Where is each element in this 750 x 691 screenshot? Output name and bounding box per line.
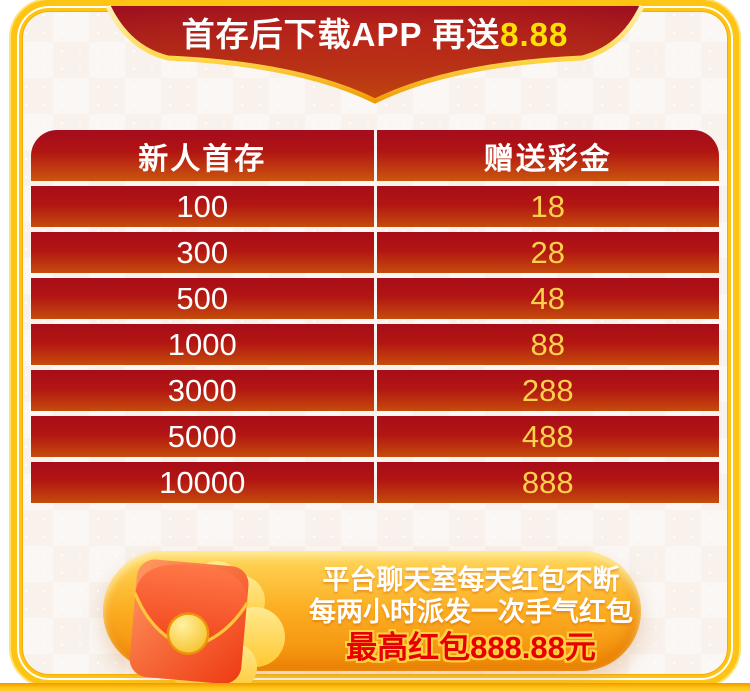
- deposit-cell: 10000: [31, 462, 374, 503]
- table-row: 100 18: [31, 186, 719, 227]
- table-row: 500 48: [31, 278, 719, 319]
- table-header-row: 新人首存 赠送彩金: [31, 130, 719, 181]
- red-envelope-icon: [129, 559, 285, 691]
- deposit-cell: 300: [31, 232, 374, 273]
- bonus-cell: 288: [376, 370, 719, 411]
- ribbon-text: 首存后下载APP 再送: [181, 16, 501, 53]
- red-packet-promo-pill[interactable]: 平台聊天室每天红包不断 每两小时派发一次手气红包 最高红包888.88元: [103, 551, 641, 691]
- deposit-cell: 3000: [31, 370, 374, 411]
- deposit-cell: 1000: [31, 324, 374, 365]
- header-cell-deposit: 新人首存: [31, 130, 374, 181]
- table-row: 10000 888: [31, 462, 719, 503]
- table-row: 3000 288: [31, 370, 719, 411]
- bonus-cell: 48: [376, 278, 719, 319]
- table-row: 1000 88: [31, 324, 719, 365]
- deposit-cell: 500: [31, 278, 374, 319]
- bonus-cell: 18: [376, 186, 719, 227]
- promo-line-2: 每两小时派发一次手气红包: [309, 597, 633, 627]
- promo-text-block: 平台聊天室每天红包不断 每两小时派发一次手气红包 最高红包888.88元: [301, 551, 641, 666]
- deposit-cell: 100: [31, 186, 374, 227]
- bottom-gold-bar: [0, 683, 750, 691]
- ribbon-highlight-amount: 8.88: [500, 16, 569, 53]
- ribbon-banner-shape: [105, 4, 645, 104]
- promo-max-amount: 最高红包888.88元: [346, 630, 596, 665]
- bonus-cell: 488: [376, 416, 719, 457]
- deposit-bonus-table: 新人首存 赠送彩金 100 18 300 28 500 48 1000 88 3…: [31, 130, 719, 503]
- bonus-cell: 28: [376, 232, 719, 273]
- deposit-cell: 5000: [31, 416, 374, 457]
- promo-line-1: 平台聊天室每天红包不断: [322, 565, 620, 595]
- bonus-cell: 888: [376, 462, 719, 503]
- ribbon-banner[interactable]: 首存后下载APP 再送8.88: [0, 16, 750, 54]
- header-cell-bonus: 赠送彩金: [376, 130, 719, 181]
- table-row: 300 28: [31, 232, 719, 273]
- table-row: 5000 488: [31, 416, 719, 457]
- bonus-cell: 88: [376, 324, 719, 365]
